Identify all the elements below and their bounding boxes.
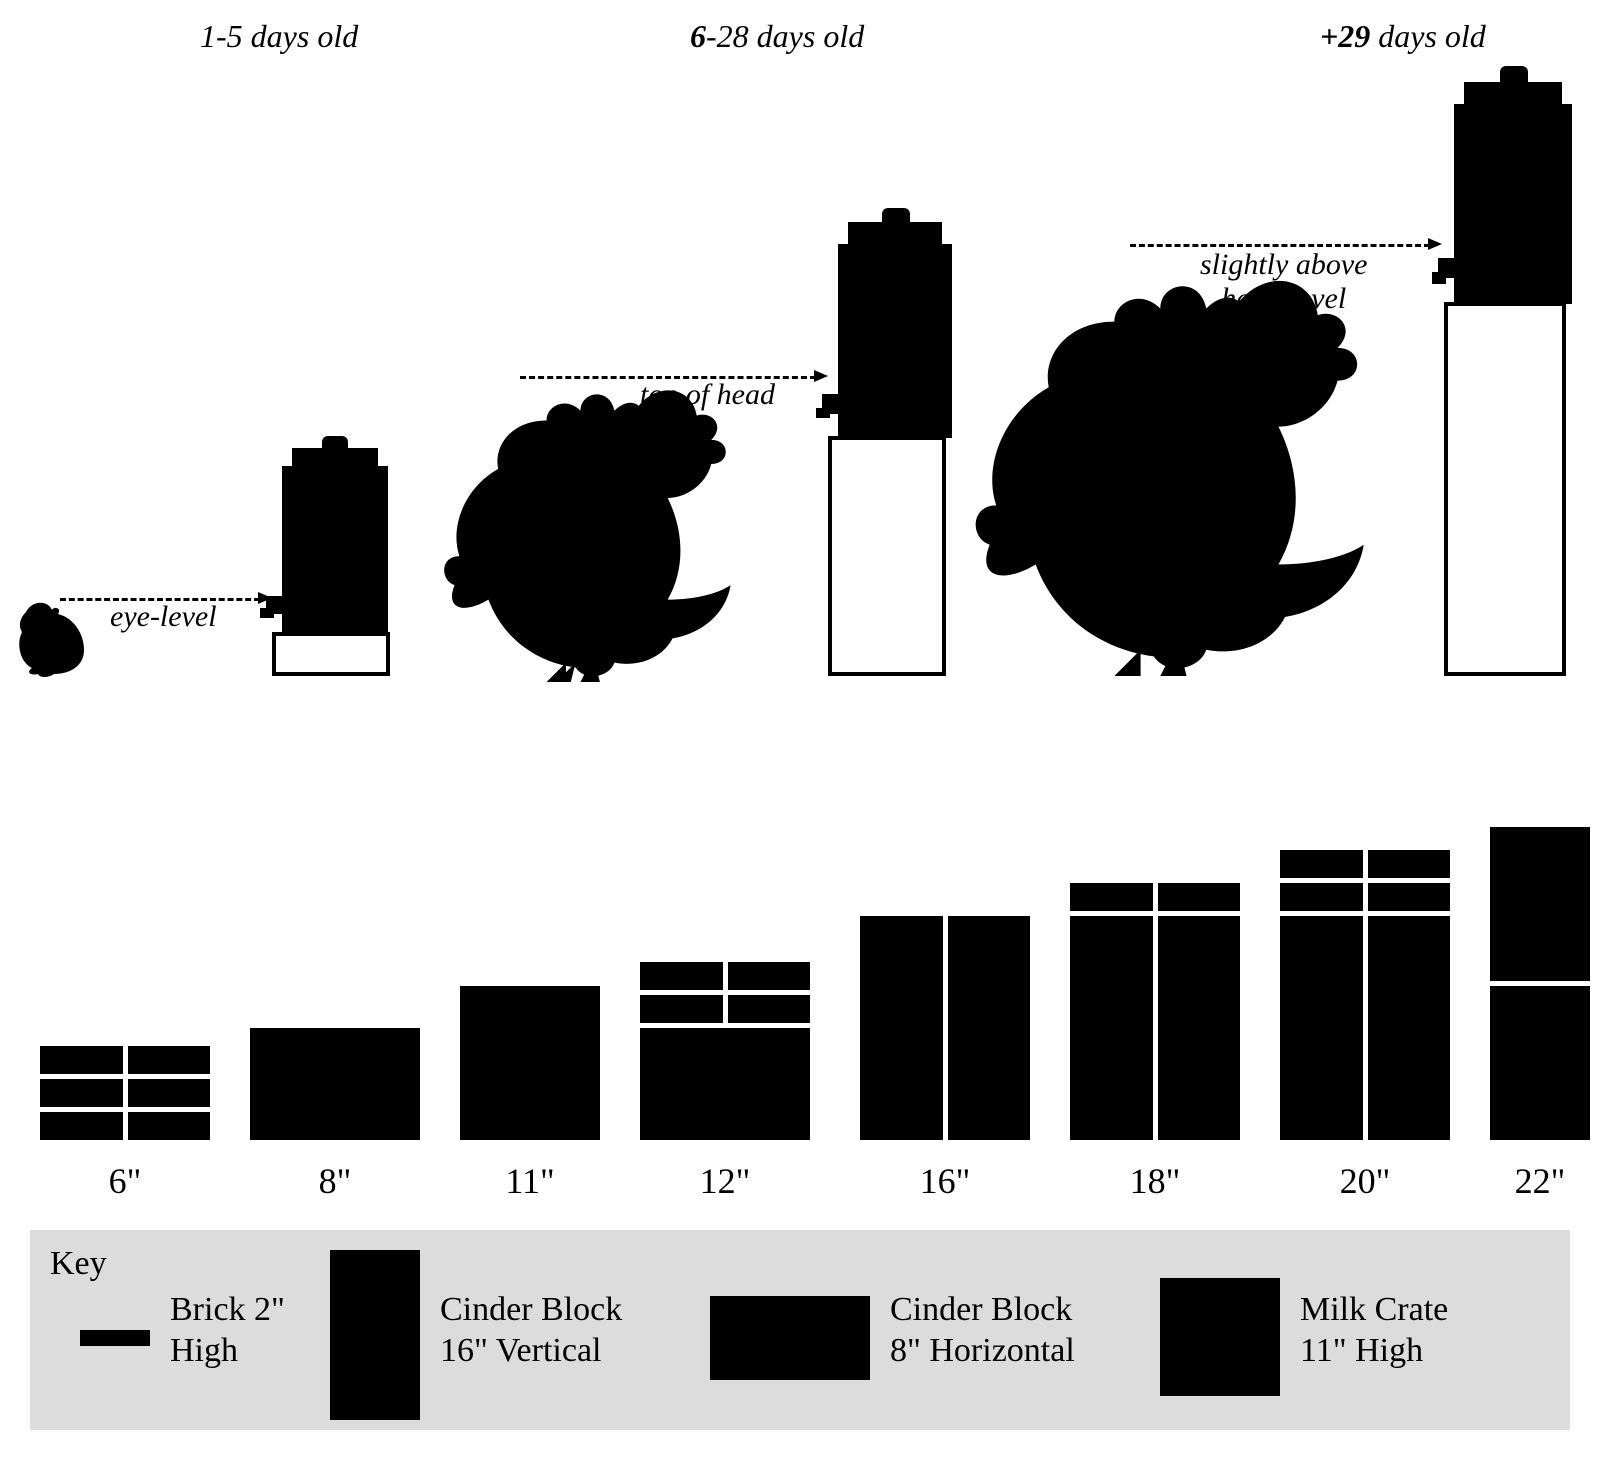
height-label: 11" [450, 1160, 610, 1202]
stack-piece-cinder_v [860, 916, 943, 1140]
key-label-brick: Brick 2"High [170, 1290, 285, 1372]
stack-piece-cinder_v [1280, 916, 1363, 1140]
key-shape-cinder_h [710, 1296, 870, 1380]
key-label-crate: Milk Crate11" High [1300, 1290, 1448, 1372]
stack-piece-brick [40, 1112, 123, 1140]
chicken-icon-3 [970, 256, 1390, 676]
stack-piece-brick [40, 1046, 123, 1074]
stack-piece-brick [128, 1112, 211, 1140]
height-label: 20" [1270, 1160, 1460, 1202]
label-above-head: slightly abovehead-level [1200, 248, 1367, 316]
key-title: Key [50, 1244, 107, 1285]
label-eye-level: eye-level [110, 600, 217, 634]
block-scene2 [828, 436, 946, 676]
chicken-icon-2 [440, 372, 750, 682]
stack-piece-crate [1490, 827, 1590, 981]
height-label: 22" [1480, 1160, 1600, 1202]
stack-piece-brick [40, 1079, 123, 1107]
stack-piece-brick [1280, 883, 1363, 911]
stack-piece-brick [1280, 850, 1363, 878]
stack-piece-cinder_v [1158, 916, 1241, 1140]
stack-piece-brick [640, 962, 723, 990]
stack-piece-cinder_v [948, 916, 1031, 1140]
stack-piece-cinder_h [640, 1028, 810, 1140]
key-shape-cinder_v [330, 1250, 420, 1420]
chick-icon [10, 596, 94, 680]
block-scene3 [1444, 302, 1566, 676]
stack-piece-brick [1070, 883, 1153, 911]
dash-above-head [1130, 244, 1430, 247]
stack-piece-brick [728, 995, 811, 1023]
stack-piece-brick [1158, 883, 1241, 911]
height-label: 12" [630, 1160, 820, 1202]
waterer-icon-3 [1432, 66, 1582, 306]
block-scene1 [272, 632, 390, 676]
stack-piece-brick [1368, 850, 1451, 878]
key-shape-brick [80, 1330, 150, 1346]
stack-piece-crate [460, 986, 600, 1140]
stack-piece-brick [640, 995, 723, 1023]
stack-piece-cinder_h [250, 1028, 420, 1140]
label-top-head: top of head [640, 378, 775, 412]
age-label-3: +29 days old [1320, 18, 1486, 55]
age-label-2: 6-28 days old [690, 18, 864, 55]
waterer-icon-2 [816, 208, 962, 440]
stack-piece-cinder_v [1368, 916, 1451, 1140]
height-label: 6" [30, 1160, 220, 1202]
stack-piece-brick [128, 1046, 211, 1074]
stack-piece-brick [728, 962, 811, 990]
waterer-icon-1 [260, 436, 400, 636]
stack-piece-crate [1490, 986, 1590, 1140]
age-label-1: 1-5 days old [200, 18, 358, 55]
height-label: 18" [1060, 1160, 1250, 1202]
key-label-cinder_h: Cinder Block8" Horizontal [890, 1290, 1075, 1372]
stack-piece-brick [128, 1079, 211, 1107]
height-label: 16" [850, 1160, 1040, 1202]
stack-piece-cinder_v [1070, 916, 1153, 1140]
stack-piece-brick [1368, 883, 1451, 911]
key-label-cinder_v: Cinder Block16" Vertical [440, 1290, 622, 1372]
height-label: 8" [240, 1160, 430, 1202]
key-shape-crate [1160, 1278, 1280, 1396]
